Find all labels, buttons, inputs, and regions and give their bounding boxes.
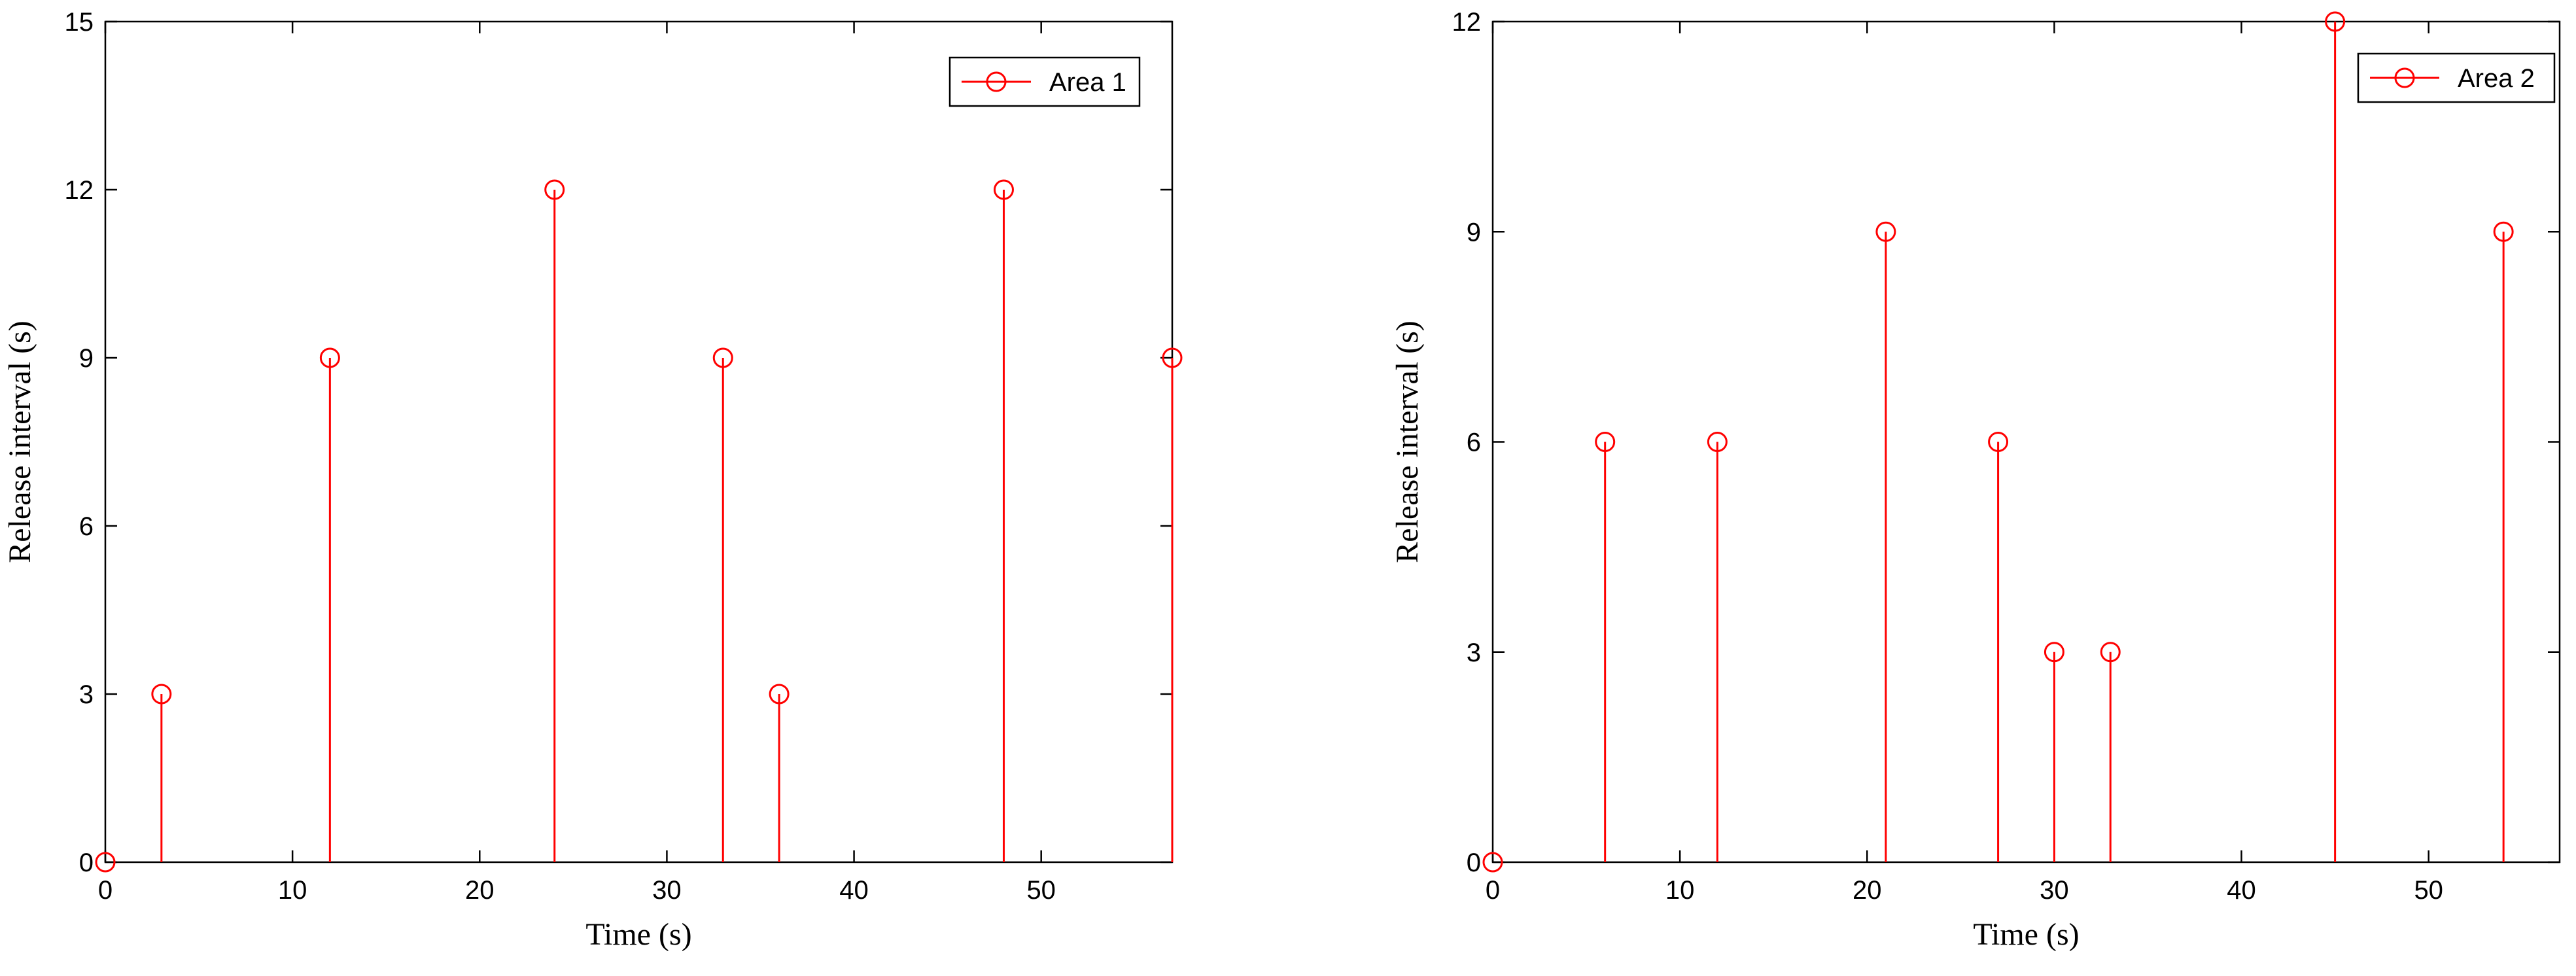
y-tick-label: 3 <box>1467 638 1481 667</box>
x-tick-label: 40 <box>2227 876 2256 905</box>
x-axis-label: Time (s) <box>585 917 691 952</box>
legend-marker <box>986 71 1007 92</box>
x-tick-label: 30 <box>2040 876 2069 905</box>
x-tick-label: 10 <box>1665 876 1695 905</box>
y-axis-label: Release interval (s) <box>3 321 37 563</box>
y-tick-label: 0 <box>1467 848 1481 877</box>
legend-label: Area 2 <box>2458 64 2535 93</box>
stem-marker <box>993 179 1014 200</box>
stem-marker <box>1482 852 1503 873</box>
stem-marker <box>769 684 790 705</box>
plot-area-frame <box>1491 20 2561 863</box>
x-tick-label: 40 <box>839 876 869 905</box>
x-tick-label: 50 <box>1026 876 1056 905</box>
stem-marker <box>151 684 172 705</box>
series-area-2 <box>1482 11 2514 873</box>
chart-panel-2: 0 10 20 30 40 50 0 3 6 9 12 Time (s) Release interva… <box>1390 8 2561 952</box>
y-tick-label: 3 <box>79 680 94 709</box>
y-tick-label: 9 <box>1467 218 1481 247</box>
y-tick-label: 12 <box>1452 8 1482 37</box>
stem-marker <box>544 179 565 200</box>
legend-label: Area 1 <box>1049 68 1126 97</box>
stem-marker <box>1707 432 1728 452</box>
stem-marker <box>1162 347 1183 368</box>
stem-marker <box>319 347 340 368</box>
legend: Area 1 <box>949 56 1141 107</box>
chart-panel-1: 0 10 20 30 40 50 0 3 6 9 12 15 Time (s) Release inter… <box>3 8 1183 952</box>
stem-marker <box>2325 11 2346 32</box>
legend-marker <box>2394 67 2415 88</box>
stem-marker <box>1595 432 1616 452</box>
y-tick-label: 0 <box>79 848 94 877</box>
y-tick-label: 6 <box>79 512 94 541</box>
y-tick-label: 6 <box>1467 428 1481 457</box>
series-area-1 <box>95 179 1183 873</box>
x-tick-label: 10 <box>278 876 307 905</box>
plot-area-frame <box>104 20 1174 863</box>
x-tick-label: 20 <box>1853 876 1882 905</box>
stem-marker <box>95 852 116 873</box>
x-tick-label: 0 <box>98 876 113 905</box>
x-axis-label: Time (s) <box>1973 917 2079 952</box>
stem-marker <box>2044 642 2064 663</box>
stem-marker <box>1875 221 1896 242</box>
stem-marker <box>712 347 733 368</box>
stem-marker <box>2493 221 2514 242</box>
x-tick-label: 50 <box>2414 876 2443 905</box>
y-tick-label: 12 <box>65 176 94 205</box>
y-tick-label: 9 <box>79 344 94 373</box>
x-tick-label: 30 <box>652 876 682 905</box>
legend: Area 2 <box>2357 52 2556 103</box>
y-axis-label: Release interval (s) <box>1390 321 1425 563</box>
y-tick-label: 15 <box>65 8 94 37</box>
x-tick-label: 0 <box>1486 876 1500 905</box>
stem-marker <box>2100 642 2121 663</box>
x-tick-label: 20 <box>465 876 495 905</box>
stem-marker <box>1988 432 2009 452</box>
